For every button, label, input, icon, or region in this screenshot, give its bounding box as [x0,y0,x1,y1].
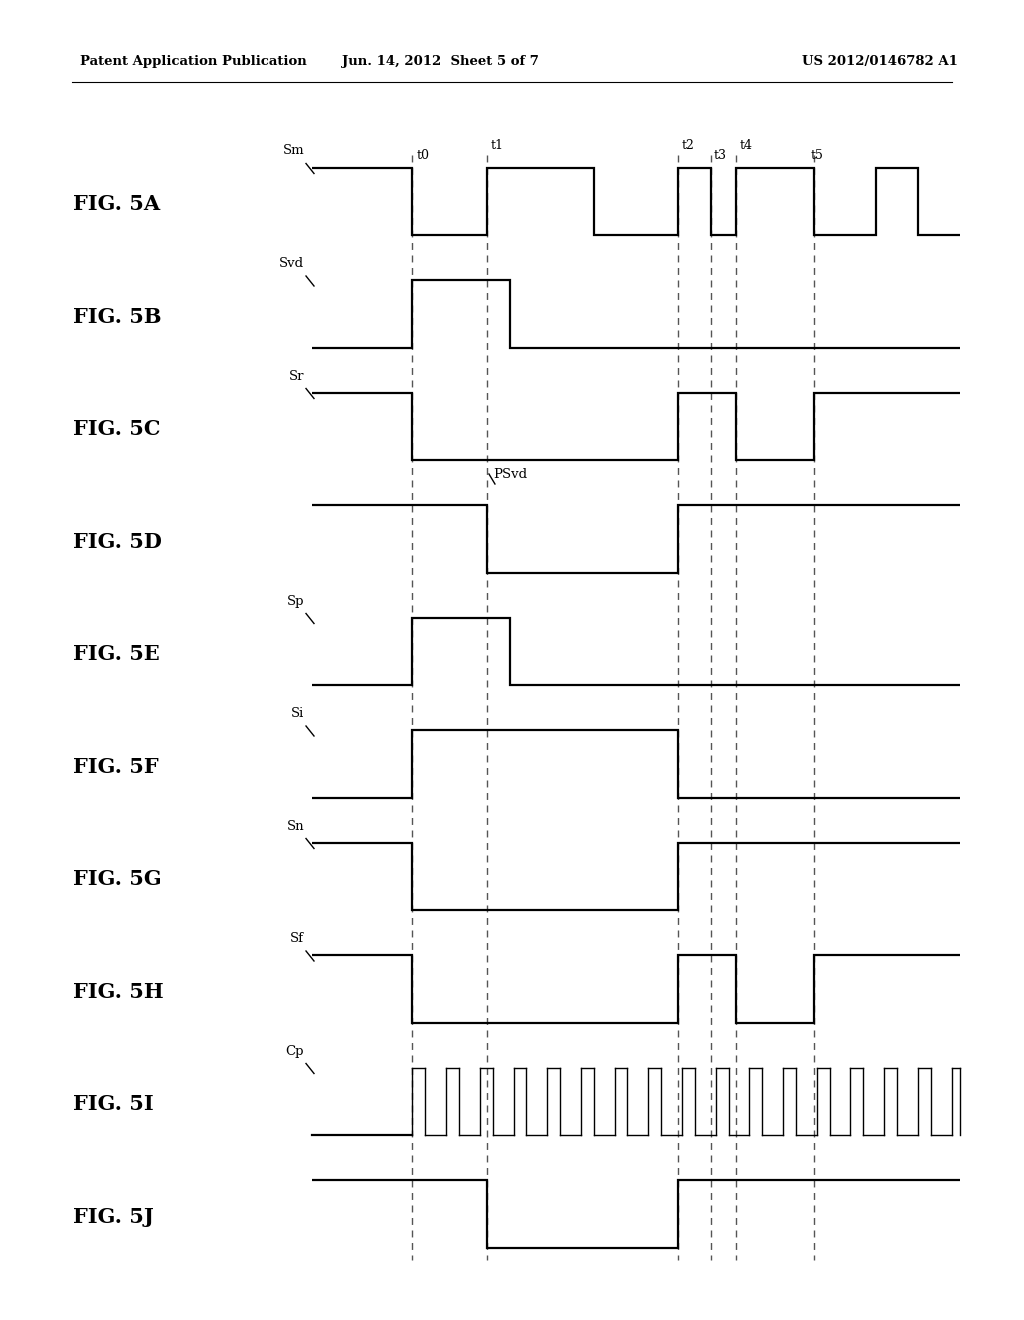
Text: Patent Application Publication: Patent Application Publication [80,55,307,69]
Text: PSvd: PSvd [493,469,527,480]
Text: Jun. 14, 2012  Sheet 5 of 7: Jun. 14, 2012 Sheet 5 of 7 [342,55,539,69]
Text: Si: Si [291,708,304,719]
Text: FIG. 5B: FIG. 5B [73,306,162,327]
Text: Sn: Sn [287,820,304,833]
Text: Svd: Svd [279,257,304,271]
Text: FIG. 5H: FIG. 5H [73,982,164,1002]
Text: Cp: Cp [286,1044,304,1057]
Text: Sm: Sm [283,144,304,157]
Text: FIG. 5J: FIG. 5J [73,1206,154,1226]
Text: FIG. 5F: FIG. 5F [73,756,159,776]
Text: t3: t3 [714,149,726,162]
Text: t4: t4 [739,139,753,152]
Text: FIG. 5D: FIG. 5D [73,532,162,552]
Text: Sp: Sp [287,594,304,607]
Text: Sr: Sr [289,370,304,383]
Text: t1: t1 [490,139,504,152]
Text: FIG. 5G: FIG. 5G [73,870,162,890]
Text: FIG. 5E: FIG. 5E [73,644,160,664]
Text: FIG. 5A: FIG. 5A [73,194,160,214]
Text: t2: t2 [681,139,694,152]
Text: t0: t0 [417,149,429,162]
Text: FIG. 5I: FIG. 5I [73,1094,154,1114]
Text: FIG. 5C: FIG. 5C [73,420,161,440]
Text: US 2012/0146782 A1: US 2012/0146782 A1 [802,55,957,69]
Text: Sf: Sf [290,932,304,945]
Text: t5: t5 [811,149,823,162]
